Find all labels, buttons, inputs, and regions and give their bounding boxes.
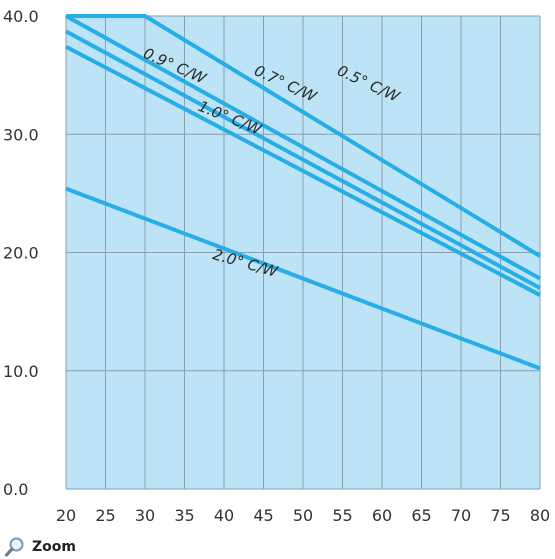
x-tick-label: 25	[95, 506, 115, 525]
x-tick-label: 30	[135, 506, 155, 525]
y-axis: 0.0 10.0 20.0 30.0 40.0	[3, 7, 39, 499]
x-tick-label: 55	[332, 506, 352, 525]
zoom-button[interactable]: Zoom	[4, 536, 76, 558]
series-line-2	[65, 29, 541, 290]
x-tick-label: 65	[411, 506, 431, 525]
magnifier-icon	[4, 537, 24, 557]
x-tick-label: 80	[530, 506, 550, 525]
y-tick-label: 40.0	[3, 7, 39, 26]
x-tick-label: 40	[214, 506, 234, 525]
x-tick-label: 75	[490, 506, 510, 525]
x-tick-label: 50	[293, 506, 313, 525]
x-tick-label: 35	[174, 506, 194, 525]
x-tick-label: 70	[451, 506, 471, 525]
y-tick-label: 10.0	[3, 362, 39, 381]
series-line-0	[66, 14, 542, 258]
series-line-1	[65, 14, 541, 281]
x-axis: 20 25 30 35 40 45 50 55 60 65 70 75 80	[56, 506, 550, 525]
y-tick-label: 0.0	[3, 480, 28, 499]
zoom-label: Zoom	[32, 539, 76, 555]
y-tick-label: 30.0	[3, 125, 39, 144]
y-tick-label: 20.0	[3, 244, 39, 263]
x-tick-label: 60	[372, 506, 392, 525]
series-group	[65, 14, 542, 371]
x-tick-label: 20	[56, 506, 76, 525]
chart: 0.5° C/W0.7° C/W0.9° C/W1.0° C/W2.0° C/W…	[3, 7, 550, 525]
x-tick-label: 45	[253, 506, 273, 525]
series-line-3	[65, 44, 541, 297]
series-line-4	[65, 186, 541, 371]
